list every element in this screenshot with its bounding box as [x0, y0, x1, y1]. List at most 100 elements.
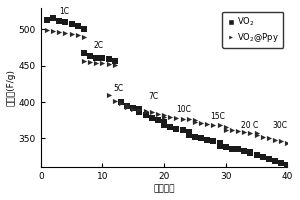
Point [285, 142, 290, 145]
Point [155, 119, 160, 122]
Point [112, 63, 117, 67]
Point [273, 159, 278, 162]
Point [82, 52, 86, 55]
Point [211, 123, 216, 126]
Point [186, 130, 191, 133]
Point [69, 33, 74, 36]
Point [149, 111, 154, 114]
Point [199, 137, 203, 140]
Point [51, 17, 56, 20]
Point [88, 54, 92, 57]
Point [106, 58, 111, 61]
Point [260, 156, 265, 159]
Point [100, 62, 105, 65]
Point [131, 107, 136, 110]
Point [217, 144, 222, 147]
Point [273, 138, 278, 141]
Point [131, 106, 136, 109]
Text: 30C: 30C [272, 121, 287, 130]
Point [266, 158, 271, 161]
Point [223, 145, 228, 149]
Point [82, 35, 86, 38]
Point [63, 20, 68, 24]
Point [162, 121, 167, 124]
Point [162, 124, 167, 127]
Point [137, 111, 142, 114]
Point [186, 133, 191, 136]
Legend: VO$_2$, VO$_2$@Ppy: VO$_2$, VO$_2$@Ppy [222, 12, 283, 48]
Point [266, 137, 271, 140]
Point [236, 148, 241, 151]
Point [106, 93, 111, 96]
Point [186, 118, 191, 121]
Point [118, 100, 123, 104]
Point [248, 131, 253, 134]
Point [236, 129, 241, 133]
Point [162, 115, 167, 118]
Point [45, 28, 50, 32]
Point [100, 57, 105, 60]
Point [125, 106, 130, 109]
Text: 1C: 1C [59, 7, 69, 16]
Point [174, 116, 179, 120]
Point [149, 116, 154, 120]
Point [174, 127, 179, 131]
Point [45, 18, 50, 21]
Point [118, 102, 123, 105]
Point [285, 164, 290, 167]
Point [180, 117, 185, 120]
Point [94, 61, 99, 64]
Text: 7C: 7C [149, 92, 159, 101]
Point [82, 60, 86, 63]
Point [94, 56, 99, 59]
Point [193, 120, 197, 123]
Point [223, 128, 228, 131]
Point [82, 28, 86, 31]
Point [168, 126, 173, 129]
Point [279, 161, 283, 165]
Point [75, 25, 80, 28]
Point [57, 31, 62, 34]
Point [57, 20, 62, 23]
Point [106, 63, 111, 66]
Point [254, 153, 259, 157]
Point [168, 116, 173, 119]
Text: 20 C: 20 C [241, 121, 258, 130]
Point [223, 125, 228, 128]
Point [63, 31, 68, 35]
Point [230, 129, 234, 132]
Point [155, 112, 160, 115]
Text: 15C: 15C [210, 112, 225, 121]
Point [162, 113, 167, 117]
Point [242, 130, 247, 133]
Text: 10C: 10C [176, 105, 191, 114]
Point [180, 129, 185, 132]
Point [112, 59, 117, 62]
Point [205, 138, 210, 141]
Point [248, 151, 253, 154]
Point [137, 108, 142, 112]
Point [242, 149, 247, 152]
Point [143, 113, 148, 117]
X-axis label: 循环次数: 循环次数 [153, 184, 175, 193]
Point [125, 104, 130, 107]
Point [254, 134, 259, 137]
Point [51, 29, 56, 32]
Point [88, 60, 92, 64]
Point [75, 34, 80, 37]
Point [143, 110, 148, 113]
Point [125, 103, 130, 107]
Point [137, 108, 142, 111]
Point [230, 147, 234, 150]
Point [199, 121, 203, 125]
Point [205, 122, 210, 125]
Point [254, 132, 259, 135]
Point [217, 141, 222, 144]
Y-axis label: 比容量(F/g): 比容量(F/g) [7, 69, 16, 106]
Point [69, 23, 74, 26]
Point [217, 124, 222, 127]
Point [193, 135, 197, 138]
Point [193, 119, 197, 122]
Text: 5C: 5C [114, 84, 124, 93]
Point [112, 100, 117, 103]
